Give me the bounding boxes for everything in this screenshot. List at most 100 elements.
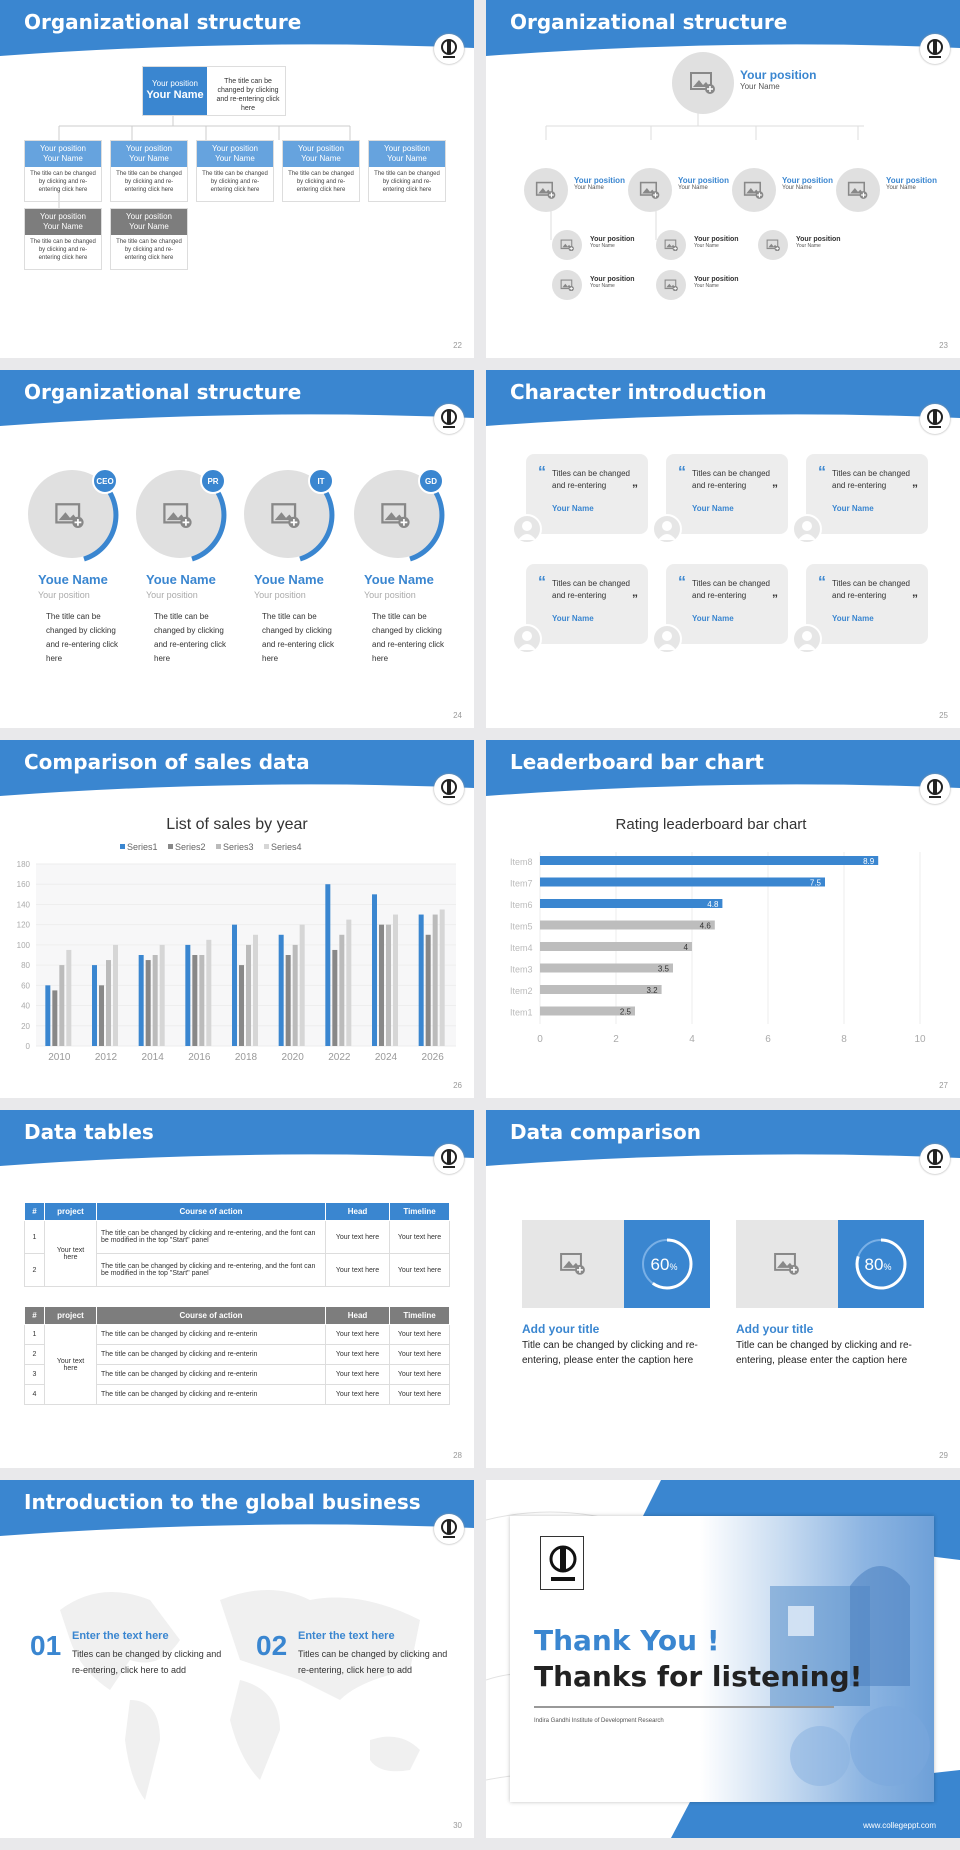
bar <box>232 924 237 1046</box>
row-num: 2 <box>24 1344 45 1365</box>
legend-swatch <box>216 844 221 849</box>
institute-logo <box>434 34 464 64</box>
divider <box>534 1706 834 1708</box>
x-tick-label: 8 <box>841 1034 847 1045</box>
percent-value: 60% <box>651 1255 678 1274</box>
header-band <box>0 740 474 796</box>
org-position-box: Your position Your Name The title can be … <box>24 208 102 270</box>
top-name: Your Name <box>740 82 780 91</box>
legend-label: Series4 <box>271 842 302 852</box>
name-label: Your Name <box>43 154 83 163</box>
head-cell: Your text here <box>325 1364 390 1385</box>
x-tick-label: 2024 <box>375 1052 398 1063</box>
building-photo-art <box>770 1566 930 1786</box>
top-name: Your Name <box>146 89 204 101</box>
head-cell: Your text here <box>325 1384 390 1405</box>
action-cell: The title can be changed by clicking and… <box>96 1344 326 1365</box>
image-placeholder-icon <box>55 503 84 529</box>
x-tick-label: 6 <box>765 1034 771 1045</box>
building-photo <box>700 1516 934 1802</box>
project-cell: Your text here <box>44 1220 97 1287</box>
member-photo-placeholder <box>524 168 568 212</box>
x-tick-label: 2 <box>613 1034 619 1045</box>
timeline-cell: Your text here <box>389 1344 450 1365</box>
item-heading: Add your title <box>736 1322 814 1336</box>
user-icon <box>798 631 816 650</box>
position-label: Your position <box>886 176 937 185</box>
slide-title: Data comparison <box>510 1120 701 1144</box>
slide-26: Comparison of sales data List of sales b… <box>0 740 474 1098</box>
legend-label: Series1 <box>127 842 158 852</box>
position-label: Your position <box>574 176 625 185</box>
bar <box>92 965 97 1046</box>
image-placeholder <box>736 1220 838 1308</box>
institute-logo <box>920 774 950 804</box>
image-placeholder-icon <box>560 239 574 251</box>
member-photo-placeholder <box>552 270 582 300</box>
person-position: Your position <box>146 590 198 600</box>
x-tick-label: 2012 <box>95 1052 118 1063</box>
open-quote-icon: “ <box>538 574 546 591</box>
x-tick-label: 0 <box>537 1034 543 1045</box>
table-row: 1 Your text here The title can be change… <box>24 1220 450 1287</box>
table-row: 1 Your text here The title can be change… <box>24 1324 450 1405</box>
image-placeholder-icon <box>271 503 300 529</box>
slide-30: Introduction to the global business 01 E… <box>0 1480 474 1838</box>
col-header: project <box>44 1306 97 1325</box>
image-placeholder-icon <box>560 1253 585 1275</box>
timeline-cell: Your text here <box>389 1364 450 1385</box>
name-label: Your Name <box>129 154 169 163</box>
bar <box>540 1006 635 1016</box>
head-cell: Your text here <box>325 1324 390 1345</box>
table-row: 4 The title can be changed by clicking a… <box>24 1384 450 1405</box>
item-desc: Title can be changed by clicking and re-… <box>522 1340 698 1366</box>
name-label: Your Name <box>43 222 83 231</box>
slide-23: Organizational structure Your position Y… <box>486 0 960 358</box>
data-label: 4.8 <box>707 900 719 909</box>
bar <box>159 944 165 1046</box>
image-placeholder-icon <box>690 72 715 94</box>
person-desc: The title can be changed by clicking and… <box>154 612 227 663</box>
page-number: 28 <box>453 1451 462 1460</box>
percent-unit: % <box>883 1262 891 1272</box>
bar <box>393 914 398 1046</box>
col-header: Head <box>325 1202 390 1221</box>
member-photo-placeholder <box>656 230 686 260</box>
bar <box>45 985 51 1046</box>
open-quote-icon: “ <box>678 574 686 591</box>
bar <box>138 955 144 1046</box>
position-label: Your position <box>40 212 86 221</box>
row-num: 1 <box>24 1220 45 1254</box>
org-name: Indira Gandhi Institute of Development R… <box>534 1718 664 1724</box>
member-photo-placeholder <box>758 230 788 260</box>
item-number: 01 <box>30 1630 62 1661</box>
col-header: Course of action <box>96 1202 326 1221</box>
role-badge: PR <box>200 468 226 494</box>
percent-ring: 60% <box>641 1238 693 1290</box>
slide-title: Leaderboard bar chart <box>510 750 764 774</box>
quote-name: Your Name <box>692 504 734 513</box>
y-tick-label: 60 <box>21 981 30 990</box>
y-tick-label: 20 <box>21 1022 30 1031</box>
quote-text: Titles can be changed and re-entering <box>832 579 910 600</box>
open-quote-icon: “ <box>818 464 826 481</box>
name-label: Your Name <box>590 283 615 289</box>
org-position-box: Your position Your Name The title can be … <box>282 140 360 202</box>
bar <box>239 965 244 1046</box>
data-label: 8.9 <box>863 857 875 866</box>
name-label: Your Name <box>574 185 604 191</box>
timeline-cell: Your text here <box>389 1220 450 1254</box>
chart-title: Rating leaderboard bar chart <box>616 816 808 833</box>
quote-name: Your Name <box>832 504 874 513</box>
name-label: Your Name <box>694 243 719 249</box>
x-tick-label: 2018 <box>235 1052 258 1063</box>
close-quote-icon: ” <box>772 592 778 606</box>
position-desc: The title can be changed by clicking and… <box>116 239 182 261</box>
y-tick-label: 140 <box>17 900 31 909</box>
top-photo-placeholder <box>672 52 734 114</box>
person-desc: The title can be changed by clicking and… <box>262 612 335 663</box>
name-label: Your Name <box>796 243 821 249</box>
y-tick-label: Item7 <box>510 879 533 889</box>
bar <box>199 955 205 1046</box>
col-header: # <box>24 1202 45 1221</box>
